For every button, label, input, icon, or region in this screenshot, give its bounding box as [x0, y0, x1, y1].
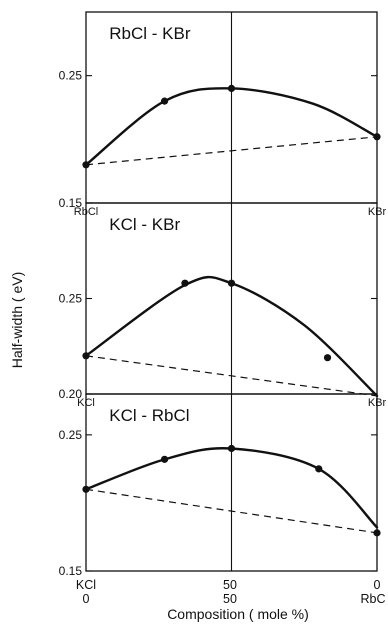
- panel-1-data-point-1: [160, 97, 169, 105]
- panel-3-ytick-label-1: 0.15: [59, 564, 83, 578]
- panel-1-ytick-label-0: 0.25: [59, 69, 83, 83]
- bottom-tick-mid-bottom: 50: [223, 592, 237, 606]
- panel-3-title: KCl - RbCl: [109, 406, 189, 425]
- panel-3-data-point-4: [373, 529, 381, 537]
- panel-1-title: RbCl - KBr: [109, 24, 191, 43]
- bottom-tick-mid-top: 50: [223, 578, 237, 592]
- panel-1-dashed-baseline: [85, 136, 378, 166]
- panel-2-title: KCl - KBr: [109, 215, 180, 234]
- panel-2-ytick-label-0: 0.25: [59, 292, 83, 306]
- panel-1-data-point-3: [373, 133, 381, 141]
- panel-3-data-point-2: [227, 444, 236, 453]
- panel-2-data-point-2: [227, 279, 236, 287]
- panel-1-data-point-0: [82, 161, 90, 169]
- x-axis-label: Composition ( mole %): [167, 606, 309, 622]
- y-axis-label: Half-width ( eV): [9, 272, 25, 368]
- bottom-tick-left-bottom: 0: [83, 592, 90, 606]
- panel-2-data-point-1: [181, 279, 189, 287]
- panel-2-data-point-3: [323, 354, 332, 362]
- panel-2-dashed-baseline: [85, 355, 378, 397]
- panel-3-data-point-3: [315, 465, 323, 473]
- panel-1-data-point-2: [227, 84, 236, 92]
- panel-3-ytick-label-0: 0.25: [59, 428, 83, 442]
- panel-1-ytick-label-1: 0.15: [59, 196, 83, 210]
- panel-3-data-point-1: [160, 455, 169, 463]
- bottom-tick-left-top: KCl: [76, 578, 96, 592]
- panel-3-dashed-baseline: [85, 488, 378, 534]
- panel-2-ytick-label-1: 0.20: [59, 387, 83, 401]
- panel-2-data-point-0: [82, 352, 90, 360]
- bottom-tick-right-top: 0: [374, 578, 381, 592]
- bottom-tick-right-bottom: RbC: [360, 592, 385, 606]
- panel-3-data-point-0: [82, 485, 90, 493]
